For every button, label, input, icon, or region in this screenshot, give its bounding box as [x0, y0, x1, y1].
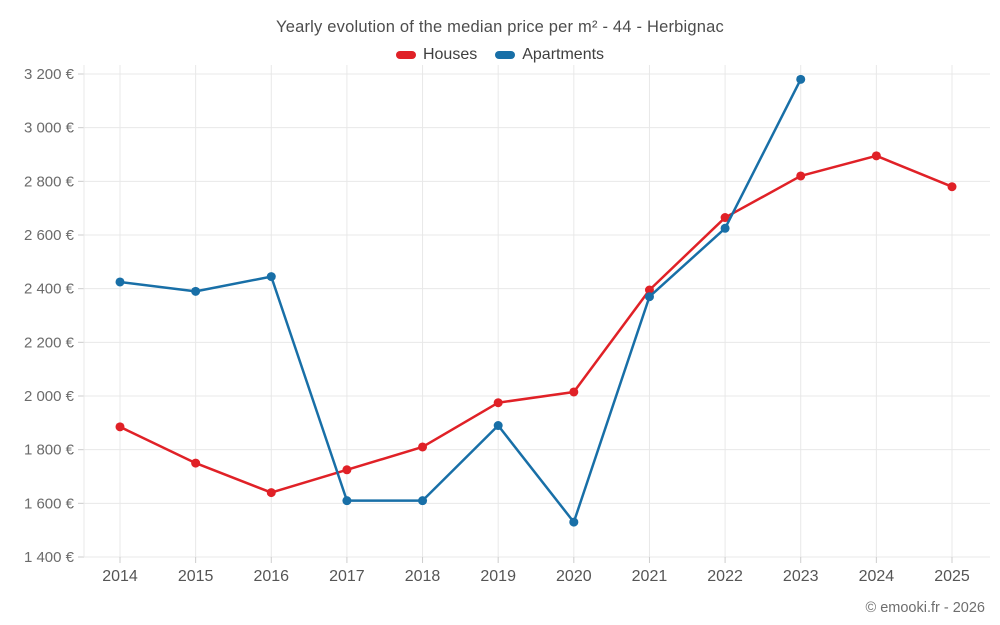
- y-axis-label: 2 800 €: [24, 173, 75, 190]
- data-point-apartments-2018[interactable]: [418, 496, 428, 506]
- x-axis-label: 2019: [480, 568, 516, 585]
- data-point-houses-2017[interactable]: [342, 465, 352, 475]
- data-point-houses-2016[interactable]: [266, 488, 276, 498]
- data-point-apartments-2019[interactable]: [493, 421, 503, 431]
- x-axis-label: 2015: [178, 568, 214, 585]
- data-point-apartments-2022[interactable]: [720, 223, 730, 233]
- data-point-apartments-2021[interactable]: [644, 292, 654, 302]
- data-point-houses-2024[interactable]: [871, 151, 881, 161]
- y-axis-label: 2 400 €: [24, 281, 75, 298]
- data-point-houses-2020[interactable]: [569, 387, 579, 397]
- data-point-houses-2023[interactable]: [796, 171, 806, 181]
- data-point-houses-2015[interactable]: [191, 458, 201, 468]
- data-point-apartments-2015[interactable]: [191, 286, 201, 296]
- legend: Houses Apartments: [0, 46, 1000, 64]
- data-point-apartments-2016[interactable]: [266, 272, 276, 282]
- y-axis-label: 1 800 €: [24, 442, 75, 459]
- x-axis-label: 2021: [632, 568, 668, 585]
- legend-item-apartments[interactable]: Apartments: [495, 46, 604, 64]
- x-axis-label: 2017: [329, 568, 365, 585]
- chart-title: Yearly evolution of the median price per…: [276, 18, 724, 36]
- x-axis-label: 2018: [405, 568, 441, 585]
- data-point-houses-2018[interactable]: [418, 442, 428, 452]
- apartments-legend-label: Apartments: [522, 46, 605, 63]
- x-axis-label: 2025: [934, 568, 970, 585]
- data-point-houses-2019[interactable]: [493, 398, 503, 408]
- data-point-houses-2022[interactable]: [720, 213, 730, 223]
- x-axis-label: 2024: [859, 568, 895, 585]
- series-line-apartments: [118, 78, 802, 524]
- data-point-apartments-2023[interactable]: [796, 74, 806, 84]
- x-axis-label: 2022: [707, 568, 743, 585]
- x-axis-label: 2014: [102, 568, 138, 585]
- y-axis-label: 3 200 €: [24, 66, 75, 83]
- apartments-legend-swatch: [495, 51, 516, 59]
- houses-legend-swatch: [395, 51, 416, 59]
- data-point-houses-2021[interactable]: [644, 285, 654, 295]
- series-line-houses: [118, 154, 954, 494]
- data-point-apartments-2020[interactable]: [569, 517, 579, 527]
- y-axis-label: 1 600 €: [24, 495, 75, 512]
- y-axis-label: 2 600 €: [24, 227, 75, 244]
- y-axis-label: 3 000 €: [24, 120, 75, 137]
- data-point-houses-2014[interactable]: [115, 422, 125, 432]
- data-point-apartments-2017[interactable]: [342, 496, 352, 506]
- houses-legend-label: Houses: [422, 46, 478, 63]
- copyright-credit: © emooki.fr - 2026: [865, 600, 985, 616]
- x-axis-label: 2020: [556, 568, 592, 585]
- y-axis-label: 2 200 €: [24, 334, 75, 351]
- y-axis-label: 1 400 €: [24, 549, 75, 566]
- x-axis-label: 2023: [783, 568, 819, 585]
- y-axis-label: 2 000 €: [24, 388, 75, 405]
- data-point-apartments-2014[interactable]: [115, 277, 125, 287]
- legend-item-houses[interactable]: Houses: [395, 46, 478, 64]
- x-axis-label: 2016: [253, 568, 289, 585]
- data-point-houses-2025[interactable]: [947, 182, 957, 192]
